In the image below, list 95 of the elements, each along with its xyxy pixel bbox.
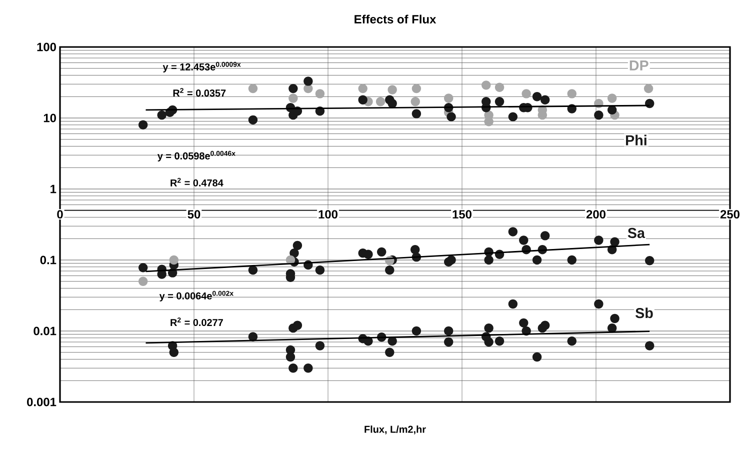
point	[645, 341, 654, 350]
x-tick-label: 50	[188, 210, 200, 219]
point	[248, 84, 258, 94]
point	[610, 237, 620, 246]
point	[645, 98, 654, 108]
series-label: DP	[630, 60, 648, 70]
point	[645, 256, 654, 266]
point	[532, 255, 542, 265]
point	[412, 84, 422, 94]
point	[494, 97, 504, 106]
point	[594, 299, 604, 309]
point	[304, 364, 313, 373]
point	[358, 84, 368, 94]
point	[540, 95, 550, 104]
annotation: y = 0.0064e$^{0.002x}$	[159, 290, 234, 302]
point	[446, 255, 456, 265]
point	[484, 323, 494, 333]
point	[444, 94, 454, 103]
y-tick-label: 1	[50, 184, 56, 194]
point	[292, 320, 302, 330]
point	[388, 85, 397, 94]
point	[508, 299, 518, 309]
point	[292, 240, 302, 250]
point	[567, 336, 576, 346]
point	[519, 318, 528, 328]
point	[508, 112, 518, 122]
point	[532, 92, 542, 102]
point	[157, 110, 166, 120]
point	[288, 94, 298, 103]
point	[385, 266, 394, 275]
point	[377, 247, 386, 257]
point	[388, 98, 397, 108]
point	[385, 348, 394, 357]
point	[594, 110, 604, 120]
point	[532, 352, 542, 362]
point	[508, 227, 518, 236]
point	[607, 105, 617, 115]
point	[169, 255, 178, 265]
x-tick-label: 150	[452, 210, 472, 219]
point	[594, 236, 604, 245]
point	[315, 341, 325, 350]
annotation: R$^{2}$ = 0.0357	[173, 88, 226, 97]
point	[138, 263, 148, 272]
point	[364, 250, 373, 259]
x-axis-title: Flux, L/m2,hr	[364, 426, 426, 434]
series-label: Sb	[635, 308, 653, 318]
point	[412, 326, 422, 336]
x-tick-label: 0	[57, 210, 63, 219]
point	[522, 89, 531, 98]
x-tick-label: 250	[720, 210, 740, 219]
point	[446, 112, 456, 122]
point	[248, 266, 258, 275]
point	[304, 76, 313, 86]
x-tick-label: 100	[318, 210, 338, 219]
point	[288, 84, 298, 94]
point	[567, 89, 576, 98]
y-tick-label: 0.01	[34, 326, 56, 336]
y-tick-label: 0.001	[27, 398, 56, 406]
chart-title: Effects of Flux	[354, 14, 436, 24]
point	[540, 231, 550, 240]
point	[288, 364, 298, 373]
point	[482, 80, 491, 90]
point	[315, 89, 325, 98]
point	[138, 276, 148, 286]
annotation: y = 12.453e$^{0.0009x}$	[162, 62, 241, 72]
y-tick-label: 100	[37, 42, 56, 52]
point	[607, 323, 617, 333]
series-label: Phi	[626, 134, 646, 146]
annotation: R$^{2}$ = 0.0277	[170, 317, 223, 326]
point	[315, 266, 325, 275]
point	[644, 84, 654, 94]
y-tick-label: 10	[44, 114, 56, 122]
point	[494, 336, 504, 346]
x-tick-label: 200	[586, 210, 606, 219]
point	[484, 255, 494, 265]
point	[286, 352, 296, 362]
point	[538, 323, 548, 333]
point	[610, 314, 620, 324]
point	[519, 236, 528, 245]
point	[248, 115, 258, 125]
y-tick-label: 0.1	[40, 256, 56, 264]
point	[169, 348, 178, 357]
point	[412, 109, 422, 118]
point	[607, 94, 617, 103]
series-label: Sa	[628, 228, 646, 238]
point	[138, 120, 148, 130]
annotation: R$^{2}$ = 0.4784	[170, 178, 224, 186]
point	[567, 255, 576, 265]
point	[444, 337, 454, 347]
point	[444, 326, 454, 336]
point	[410, 97, 420, 106]
point	[358, 95, 368, 104]
point	[376, 97, 386, 106]
annotation: y = 0.0598e$^{0.0046x}$	[157, 150, 236, 162]
point	[494, 82, 504, 92]
